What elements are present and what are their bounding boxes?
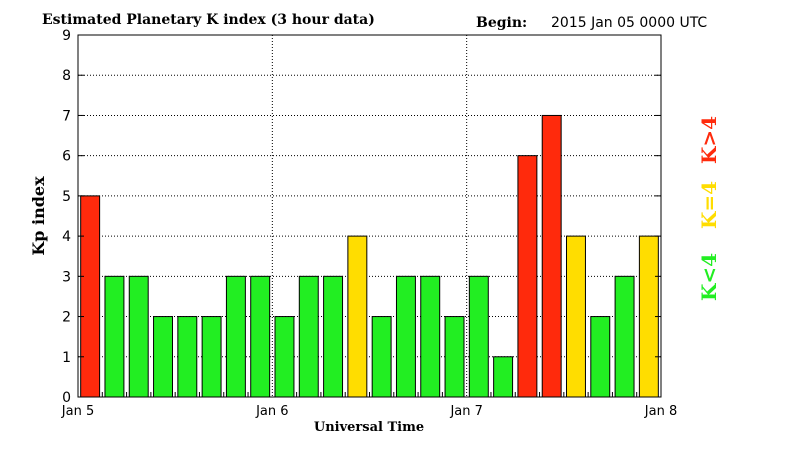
kp-bar xyxy=(323,275,344,398)
kp-bar xyxy=(566,235,586,398)
x-axis-label: Universal Time xyxy=(314,420,424,435)
begin-label: Begin: xyxy=(476,15,527,31)
x-tick-label: Jan 7 xyxy=(449,404,482,419)
legend-label: K<4 xyxy=(697,253,721,301)
legend-label: K>4 xyxy=(697,116,721,164)
y-tick-label: 9 xyxy=(62,28,71,44)
x-tick-label: Jan 8 xyxy=(644,404,677,419)
grid-lines xyxy=(78,35,661,397)
chart-title: Estimated Planetary K index (3 hour data… xyxy=(42,12,375,28)
kp-bar xyxy=(153,316,173,398)
y-tick-label: 0 xyxy=(62,390,71,406)
kp-bar xyxy=(177,316,198,398)
kp-bar xyxy=(614,275,635,398)
kp-bar xyxy=(493,356,514,398)
y-tick-label: 5 xyxy=(62,189,71,205)
kp-bar xyxy=(104,275,125,398)
y-axis-ticks: 0 1 2 3 4 5 6 7 8 9 xyxy=(62,28,661,406)
kp-bar xyxy=(201,316,222,398)
kp-bar xyxy=(371,316,392,398)
kp-bar xyxy=(468,275,489,398)
kp-bar xyxy=(274,316,295,398)
kp-bar xyxy=(517,155,538,398)
kp-bar xyxy=(128,275,149,398)
kp-bar xyxy=(80,195,101,398)
x-axis-ticks: Jan 5 Jan 6 Jan 7 Jan 8 xyxy=(61,392,677,419)
y-tick-label: 1 xyxy=(62,350,71,366)
x-tick-label: Jan 5 xyxy=(61,404,94,419)
begin-value: 2015 Jan 05 0000 UTC xyxy=(551,15,707,31)
y-tick-label: 2 xyxy=(62,310,71,326)
kp-bar xyxy=(395,275,416,398)
kp-bar xyxy=(298,275,319,398)
y-tick-label: 6 xyxy=(62,149,71,165)
kp-bar xyxy=(420,275,441,398)
kp-bar xyxy=(590,316,611,398)
y-tick-label: 7 xyxy=(62,108,71,124)
kp-bar xyxy=(250,275,271,398)
kp-bar xyxy=(444,316,465,398)
kp-bar xyxy=(225,275,246,398)
y-axis-label: Kp index xyxy=(29,176,48,256)
legend-label: K=4 xyxy=(697,181,721,229)
kp-bar xyxy=(541,114,562,398)
x-tick-label: Jan 6 xyxy=(255,404,288,419)
y-tick-label: 3 xyxy=(62,269,71,285)
legend: K<4 K=4 K>4 xyxy=(697,116,721,301)
y-tick-label: 4 xyxy=(62,229,71,245)
bars-group xyxy=(80,114,659,398)
y-tick-label: 8 xyxy=(62,68,71,84)
kp-bar xyxy=(347,235,368,398)
